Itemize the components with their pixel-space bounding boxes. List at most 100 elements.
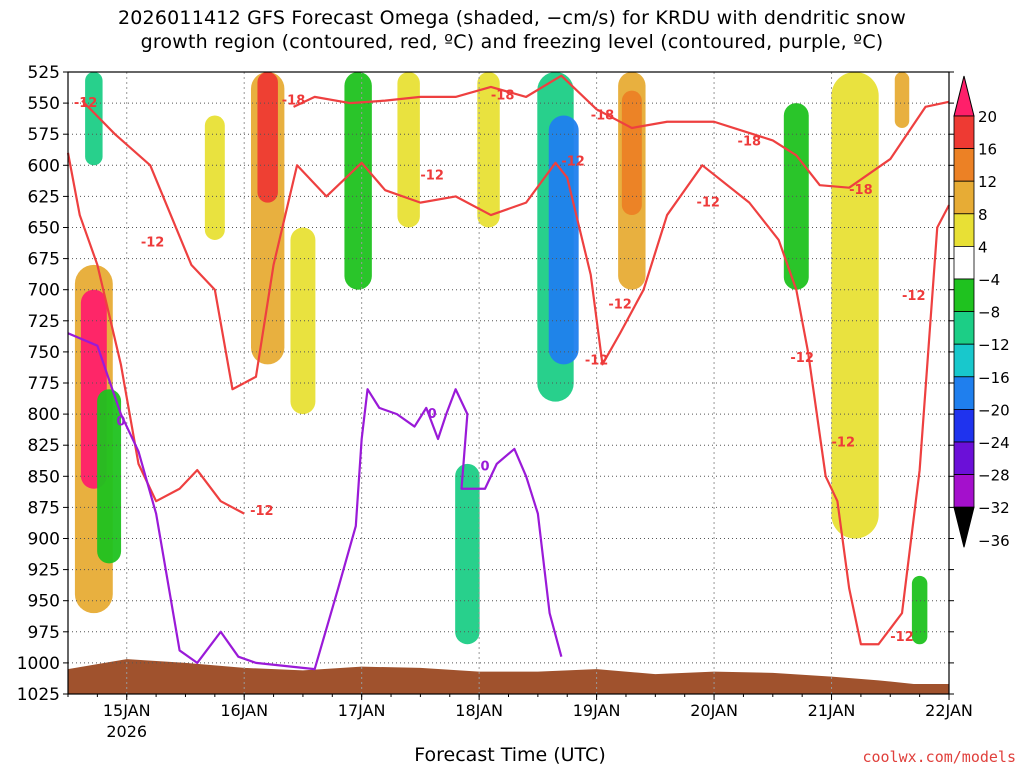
colorbar-label-4: 4 (978, 238, 988, 256)
colorbar-bottom-arrow (953, 506, 975, 548)
omega-cell-19 (911, 575, 928, 645)
colorbar-box-1 (953, 115, 975, 149)
colorbar-label-0: 20 (978, 108, 997, 126)
colorbar-box-3 (953, 180, 975, 215)
contour-label-0: -12 (74, 96, 98, 111)
y-tick-label-17: 950 (28, 592, 60, 612)
contour-line-2 (66, 152, 245, 515)
y-tick-label-5: 650 (28, 219, 60, 239)
contour-label-11: -12 (790, 351, 814, 366)
y-tick-label-6: 675 (28, 250, 60, 270)
omega-cell-6 (257, 72, 278, 203)
omega-cell-9 (397, 72, 420, 228)
omega-cell-7 (290, 227, 316, 415)
contour-label-3: -12 (420, 168, 444, 183)
y-tick-label-3: 600 (28, 156, 60, 176)
grid (68, 71, 950, 695)
y-tick-label-10: 775 (28, 374, 60, 394)
omega-cell-8 (344, 72, 372, 290)
y-tick-label-1: 550 (28, 94, 60, 114)
y-tick-label-20: 1025 (17, 685, 60, 705)
omega-cell-17 (831, 72, 879, 539)
omega-cell-11 (477, 72, 500, 228)
omega-cell-15 (621, 90, 642, 216)
colorbar-label-13: −36 (978, 532, 1010, 550)
colorbar-label-11: −28 (978, 467, 1010, 485)
contour-label-8: -12 (608, 298, 632, 313)
colorbar-label-2: 12 (978, 173, 997, 191)
axes: 525 550 575 600 625 650 675 700 725 750 775 800 825 8… (17, 63, 973, 741)
contour-labels: -12 -12 -18 -12 -18 -12 -18 -12 -12 -12 -18 -12 -12 -… (74, 89, 926, 645)
y-tick-label-11: 800 (28, 405, 60, 425)
omega-cell-3 (97, 389, 122, 564)
colorbar-box-10 (953, 408, 975, 443)
contour-line-0 (293, 74, 950, 189)
colorbar-box-6 (953, 278, 975, 312)
credit-link[interactable]: coolwx.com/models (862, 748, 1016, 766)
colorbar-box-11 (953, 441, 975, 475)
colorbar-label-10: −24 (978, 434, 1010, 452)
contour-label-17: 0 (116, 415, 125, 430)
y-tick-label-4: 625 (28, 187, 60, 207)
y-tick-label-9: 750 (28, 343, 60, 363)
colorbar-top-arrow (953, 75, 975, 117)
contour-label-18: 0 (428, 407, 437, 422)
terrain-fill (68, 659, 949, 694)
x-tick-label-2: 17JAN (338, 701, 386, 720)
contour-label-13: -18 (849, 183, 873, 198)
colorbar-box-9 (953, 376, 975, 410)
y-tick-label-15: 900 (28, 530, 60, 550)
omega-cell-18 (894, 72, 910, 128)
y-tick-label-8: 725 (28, 312, 60, 332)
colorbar-label-8: −16 (978, 369, 1010, 387)
contour-label-14: -12 (902, 289, 926, 304)
contour-label-10: -18 (738, 135, 762, 150)
contour-label-7: -12 (585, 354, 609, 369)
colorbar-label-1: 16 (978, 141, 997, 159)
y-tick-label-12: 825 (28, 436, 60, 456)
colorbar-label-5: −4 (978, 271, 1000, 289)
colorbar: 20 16 12 8 4 −4 −8 −12 −16 −20 −24 −28 −32 −36 (953, 75, 1010, 550)
y-tick-label-18: 975 (28, 623, 60, 643)
y-tick-label-16: 925 (28, 561, 60, 581)
x-year-label: 2026 (106, 722, 147, 741)
colorbar-label-3: 8 (978, 206, 988, 224)
contour-label-1: -12 (141, 235, 165, 250)
colorbar-label-9: −20 (978, 401, 1010, 419)
colorbar-box-2 (953, 148, 975, 182)
omega-cell-0 (85, 72, 103, 166)
y-tick-label-7: 700 (28, 281, 60, 301)
colorbar-label-6: −8 (978, 304, 1000, 322)
contour-label-15: -12 (890, 630, 914, 645)
colorbar-label-12: −32 (978, 499, 1010, 517)
colorbar-box-7 (953, 311, 975, 345)
contour-label-12: -12 (832, 436, 856, 451)
contour-label-2: -18 (282, 94, 306, 109)
y-tick-label-13: 850 (28, 467, 60, 487)
contour-label-4: -18 (491, 89, 515, 104)
contour-line-3 (67, 332, 563, 671)
x-tick-label-1: 16JAN (220, 701, 268, 720)
contour-line-1 (81, 99, 950, 646)
contour-label-9: -12 (696, 196, 720, 211)
x-tick-label-4: 19JAN (573, 701, 621, 720)
y-tick-label-2: 575 (28, 125, 60, 145)
x-tick-label-5: 20JAN (690, 701, 738, 720)
colorbar-box-4 (953, 213, 975, 247)
y-tick-label-14: 875 (28, 498, 60, 518)
x-axis-label: Forecast Time (UTC) (414, 744, 606, 766)
x-tick-label-7: 22JAN (925, 701, 973, 720)
colorbar-box-12 (953, 474, 975, 508)
y-tick-label-19: 1000 (17, 654, 60, 674)
y-tick-label-0: 525 (28, 63, 60, 83)
terrain-area (68, 659, 949, 694)
contour-label-19: 0 (480, 459, 489, 474)
colorbar-box-8 (953, 343, 975, 378)
colorbar-box-5 (953, 245, 975, 280)
contour-label-6: -18 (591, 109, 615, 124)
contour-label-16: -12 (250, 504, 274, 519)
colorbar-label-7: −12 (978, 336, 1010, 354)
x-tick-label-6: 21JAN (808, 701, 856, 720)
chart-title: 2026011412 GFS Forecast Omega (shaded, −… (117, 7, 906, 53)
